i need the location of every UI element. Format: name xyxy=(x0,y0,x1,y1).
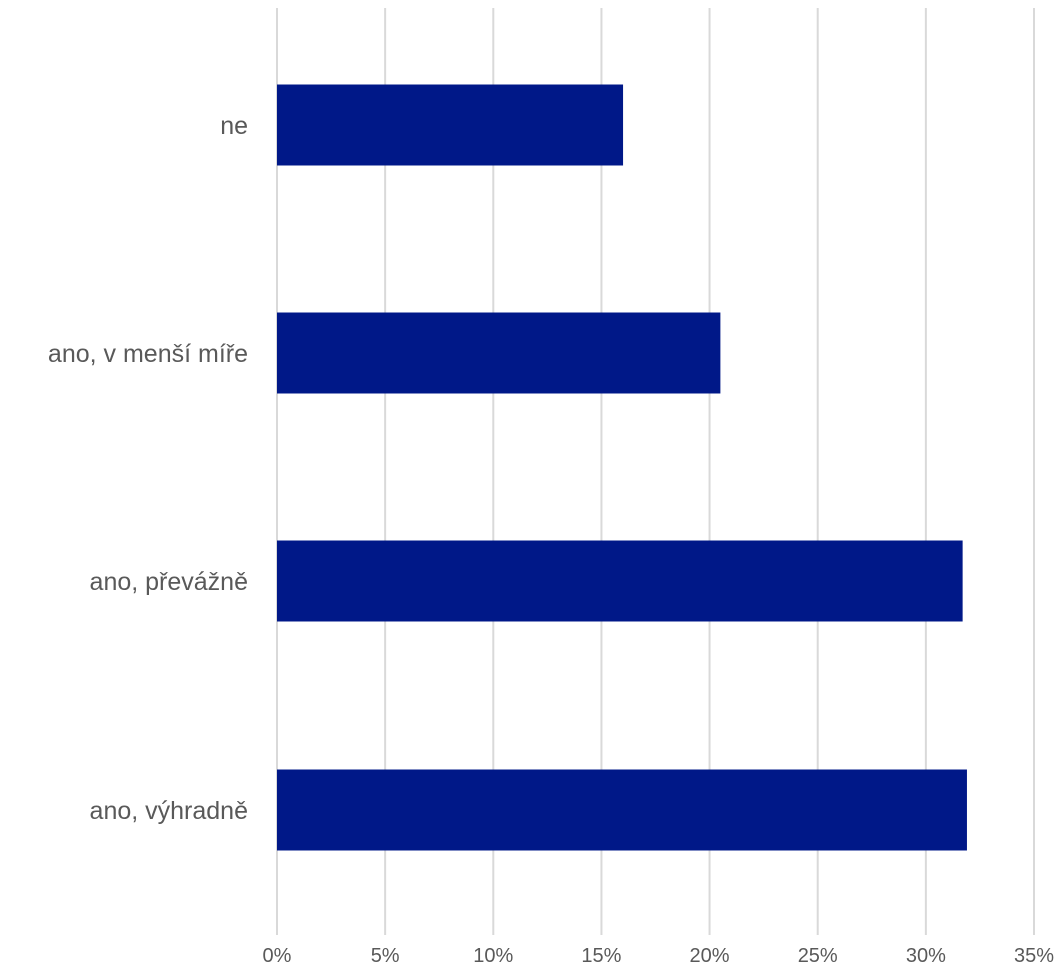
category-label: ne xyxy=(220,112,248,140)
x-tick-label: 35% xyxy=(1014,945,1054,966)
category-label: ano, převážně xyxy=(90,568,248,596)
x-tick-label: 20% xyxy=(690,945,730,966)
bar xyxy=(277,769,967,851)
bar xyxy=(277,84,624,166)
x-tick-label: 30% xyxy=(906,945,946,966)
x-tick-labels: 0% 5% 10% 15% 20% 25% 30% 35% xyxy=(263,945,1055,966)
x-tick-label: 5% xyxy=(371,945,400,966)
category-labels: ne ano, v menší míře ano, převážně ano, výh… xyxy=(48,112,248,825)
x-tick-label: 25% xyxy=(798,945,838,966)
x-tick-label: 10% xyxy=(473,945,513,966)
x-tick-label: 15% xyxy=(581,945,621,966)
bar xyxy=(277,540,963,622)
bars xyxy=(277,84,967,851)
category-label: ano, v menší míře xyxy=(48,340,248,368)
bar xyxy=(277,312,721,394)
x-tick-label: 0% xyxy=(263,945,292,966)
category-label: ano, výhradně xyxy=(90,797,248,825)
